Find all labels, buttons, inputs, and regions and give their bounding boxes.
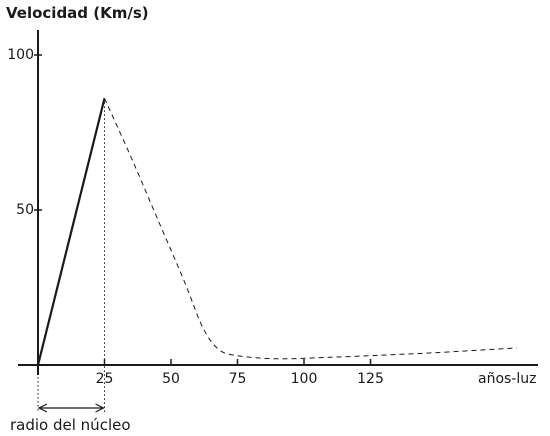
y-axis-label: Velocidad (Km/s) (6, 4, 149, 22)
axes (18, 30, 538, 375)
x-tick-label: 75 (229, 371, 247, 387)
x-axis-label: años-luz (478, 371, 536, 387)
annotation-layer: radio del núcleo (10, 98, 131, 434)
span-arrowhead-left (37, 403, 48, 413)
y-tick-label: 50 (16, 202, 34, 218)
x-tick-label: 100 (291, 371, 318, 387)
span-arrowhead-right (95, 403, 105, 413)
series-layer (36, 98, 517, 366)
x-tick-label: 50 (162, 371, 180, 387)
series-line-dashed (104, 98, 517, 360)
core-radius-label: radio del núcleo (10, 416, 131, 434)
y-tick-label: 100 (7, 47, 34, 63)
x-tick-label: 125 (357, 371, 384, 387)
series-line-solid (36, 98, 106, 366)
